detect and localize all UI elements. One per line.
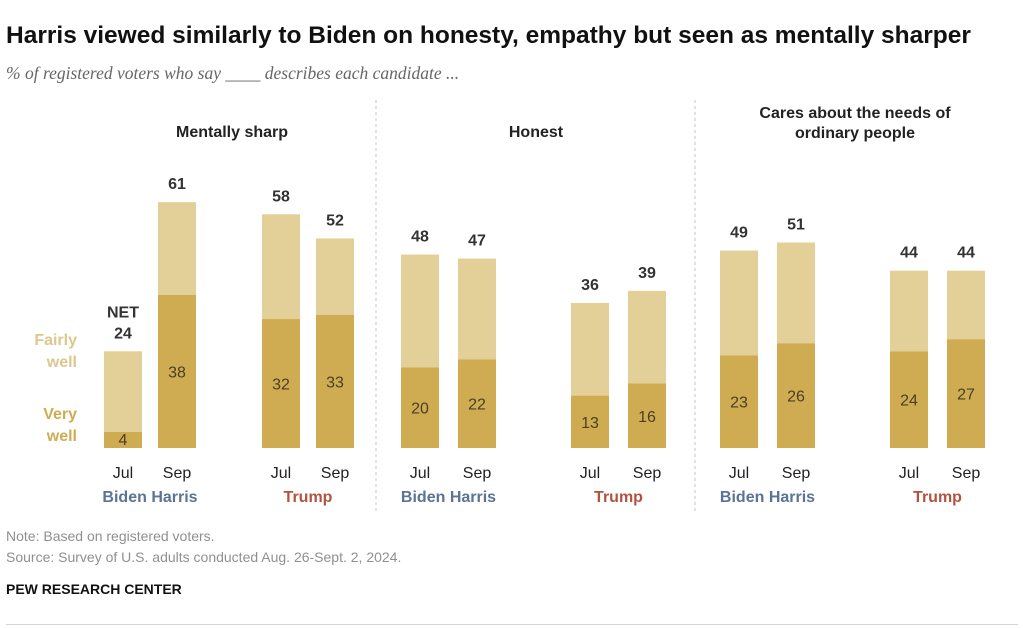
net-value-label: 48 (411, 229, 429, 246)
candidate-group-label: Biden Harris (102, 489, 197, 506)
bottom-divider (6, 624, 1018, 625)
candidate-group-label: Trump (594, 489, 643, 506)
very-well-value-label: 22 (468, 397, 486, 414)
panel-title: ordinary people (795, 125, 915, 142)
net-value-label: 44 (900, 245, 918, 262)
bar-fairly-well (571, 302, 609, 396)
panel-title: Honest (509, 124, 564, 141)
period-label: Sep (952, 465, 981, 482)
bar-fairly-well (890, 270, 928, 352)
bar-fairly-well (947, 270, 985, 340)
pew-research-center-logo: PEW RESEARCH CENTER (6, 581, 182, 597)
very-well-value-label: 33 (326, 375, 344, 392)
bar-very-well (316, 315, 354, 448)
net-value-label: 51 (787, 216, 805, 233)
stacked-bar-chart: Mentally sharp 4 24 Jul NET 38 61 Sep Biden Harr… (34, 100, 985, 512)
net-value-label: 44 (957, 245, 975, 262)
bar-fairly-well (628, 290, 666, 384)
bar-very-well (458, 359, 496, 448)
bar-fairly-well (104, 351, 142, 432)
chart-title: Harris viewed similarly to Biden on hone… (6, 22, 971, 49)
bar-very-well (401, 367, 439, 448)
chart-note: Note: Based on registered voters. (6, 528, 215, 544)
period-label: Jul (899, 465, 919, 482)
period-label: Jul (113, 465, 133, 482)
very-well-value-label: 13 (581, 415, 599, 432)
bar-fairly-well (458, 258, 496, 360)
candidate-group-label: Biden Harris (401, 489, 496, 506)
bar-very-well (571, 395, 609, 448)
bar-fairly-well (262, 214, 300, 320)
net-value-label: 24 (114, 325, 132, 342)
bar-very-well (262, 319, 300, 448)
net-value-label: 52 (326, 212, 344, 229)
net-legend-label: NET (107, 304, 139, 321)
bar-very-well (104, 431, 142, 448)
chart-source: Source: Survey of U.S. adults conducted … (6, 549, 402, 565)
bar-very-well (777, 343, 815, 448)
bar-very-well (628, 383, 666, 448)
net-value-label: 49 (730, 225, 748, 242)
bar-fairly-well (158, 202, 196, 295)
period-label: Sep (321, 465, 350, 482)
period-label: Sep (163, 465, 192, 482)
chart-subtitle: % of registered voters who say ____ desc… (6, 63, 460, 83)
bar-very-well (158, 294, 196, 448)
very-well-value-label: 20 (411, 401, 429, 418)
period-label: Jul (729, 465, 749, 482)
very-well-value-label: 32 (272, 377, 290, 394)
bar-fairly-well (777, 242, 815, 344)
candidate-group-label: Biden Harris (720, 489, 815, 506)
bar-fairly-well (720, 250, 758, 356)
period-label: Jul (271, 465, 291, 482)
candidate-group-label: Trump (284, 489, 333, 506)
period-label: Sep (782, 465, 811, 482)
panel-title: Mentally sharp (176, 124, 288, 141)
very-well-value-label: 4 (119, 432, 128, 449)
bar-fairly-well (316, 238, 354, 316)
period-label: Sep (463, 465, 492, 482)
period-label: Jul (580, 465, 600, 482)
legend-fairly-well: Fairly (34, 332, 77, 349)
legend-very-well: Very (43, 406, 77, 423)
net-value-label: 36 (581, 277, 599, 294)
very-well-value-label: 16 (638, 409, 656, 426)
very-well-value-label: 27 (957, 387, 975, 404)
legend-very-well: well (46, 428, 77, 445)
net-value-label: 39 (638, 265, 656, 282)
period-label: Sep (633, 465, 662, 482)
very-well-value-label: 23 (730, 395, 748, 412)
bar-very-well (720, 355, 758, 448)
panel-title: Cares about the needs of (759, 105, 951, 122)
very-well-value-label: 38 (168, 364, 186, 381)
very-well-value-label: 26 (787, 389, 805, 406)
legend-fairly-well: well (46, 354, 77, 371)
bar-very-well (947, 339, 985, 448)
net-value-label: 58 (272, 188, 290, 205)
net-value-label: 47 (468, 233, 486, 250)
net-value-label: 61 (168, 176, 186, 193)
bar-very-well (890, 351, 928, 448)
very-well-value-label: 24 (900, 393, 918, 410)
period-label: Jul (410, 465, 430, 482)
candidate-group-label: Trump (913, 489, 962, 506)
bar-fairly-well (401, 254, 439, 368)
